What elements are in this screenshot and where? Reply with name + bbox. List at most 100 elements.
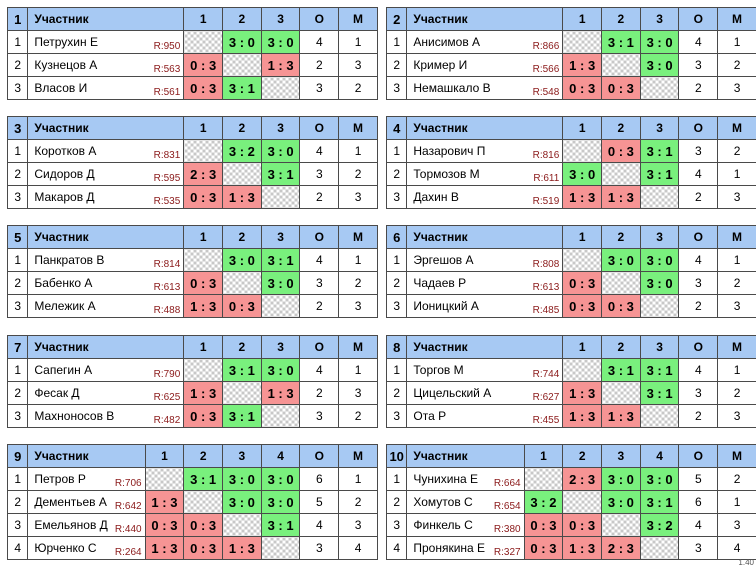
player-name[interactable]: Анисимов А — [413, 35, 481, 49]
player-cell[interactable]: Эргешов А R:808 — [406, 248, 564, 272]
match-score[interactable]: 0 : 3 — [562, 271, 603, 295]
match-score[interactable]: 2 : 3 — [601, 536, 641, 560]
match-score[interactable]: 3 : 1 — [601, 30, 641, 54]
match-score[interactable]: 1 : 3 — [562, 381, 603, 405]
player-name[interactable]: Назарович П — [413, 144, 486, 158]
match-score[interactable]: 3 : 1 — [260, 162, 301, 186]
match-score[interactable]: 1 : 3 — [562, 185, 603, 209]
match-score[interactable]: 3 : 0 — [222, 467, 262, 491]
match-score[interactable]: 1 : 3 — [144, 536, 185, 560]
player-cell[interactable]: Юрченко С R:264 — [27, 536, 146, 560]
player-cell[interactable]: Цицельский А R:627 — [406, 381, 564, 405]
player-name[interactable]: Петрухин Е — [34, 35, 98, 49]
match-score[interactable]: 1 : 3 — [601, 185, 641, 209]
match-score[interactable]: 3 : 0 — [639, 30, 680, 54]
player-cell[interactable]: Тормозов М R:611 — [406, 162, 564, 186]
match-score[interactable]: 0 : 3 — [183, 185, 224, 209]
player-cell[interactable]: Кример И R:566 — [406, 53, 564, 77]
player-cell[interactable]: Немашкало В R:548 — [406, 76, 564, 100]
match-score[interactable]: 3 : 1 — [222, 358, 262, 382]
player-name[interactable]: Коротков А — [34, 144, 97, 158]
player-cell[interactable]: Пронякина Е R:327 — [406, 536, 525, 560]
player-name[interactable]: Махноносов В — [34, 409, 115, 423]
match-score[interactable]: 1 : 3 — [183, 294, 224, 318]
player-name[interactable]: Сидоров Д — [34, 167, 95, 181]
player-cell[interactable]: Сапегин А R:790 — [27, 358, 185, 382]
player-cell[interactable]: Коротков А R:831 — [27, 139, 185, 163]
match-score[interactable]: 0 : 3 — [183, 513, 224, 537]
match-score[interactable]: 3 : 0 — [260, 271, 301, 295]
player-name[interactable]: Петров Р — [34, 472, 86, 486]
match-score[interactable]: 3 : 1 — [601, 358, 641, 382]
player-name[interactable]: Финкель С — [413, 518, 473, 532]
match-score[interactable]: 3 : 1 — [639, 381, 680, 405]
player-cell[interactable]: Дементьев А R:642 — [27, 490, 146, 514]
match-score[interactable]: 1 : 3 — [562, 53, 603, 77]
match-score[interactable]: 3 : 0 — [601, 467, 641, 491]
match-score[interactable]: 1 : 3 — [601, 404, 641, 428]
player-name[interactable]: Ионицкий А — [413, 299, 479, 313]
match-score[interactable]: 1 : 3 — [144, 490, 185, 514]
match-score[interactable]: 3 : 1 — [639, 162, 680, 186]
player-cell[interactable]: Чадаев Р R:613 — [406, 271, 564, 295]
match-score[interactable]: 3 : 0 — [639, 467, 680, 491]
player-name[interactable]: Дементьев А — [34, 495, 107, 509]
match-score[interactable]: 0 : 3 — [523, 536, 564, 560]
player-name[interactable]: Пронякина Е — [413, 541, 486, 555]
player-name[interactable]: Бабенко А — [34, 276, 93, 290]
player-name[interactable]: Чунихина Е — [413, 472, 479, 486]
match-score[interactable]: 3 : 0 — [260, 358, 301, 382]
match-score[interactable]: 1 : 3 — [260, 381, 301, 405]
player-cell[interactable]: Власов И R:561 — [27, 76, 185, 100]
player-name[interactable]: Юрченко С — [34, 541, 97, 555]
player-name[interactable]: Фесак Д — [34, 386, 80, 400]
player-cell[interactable]: Петрухин Е R:950 — [27, 30, 185, 54]
match-score[interactable]: 3 : 0 — [222, 490, 262, 514]
match-score[interactable]: 3 : 1 — [260, 248, 301, 272]
player-name[interactable]: Панкратов В — [34, 253, 105, 267]
player-cell[interactable]: Фесак Д R:625 — [27, 381, 185, 405]
match-score[interactable]: 0 : 3 — [562, 513, 603, 537]
match-score[interactable]: 3 : 1 — [639, 139, 680, 163]
player-cell[interactable]: Дахин В R:519 — [406, 185, 564, 209]
match-score[interactable]: 3 : 0 — [260, 467, 301, 491]
player-cell[interactable]: Анисимов А R:866 — [406, 30, 564, 54]
match-score[interactable]: 0 : 3 — [601, 294, 641, 318]
player-name[interactable]: Мележик А — [34, 299, 96, 313]
match-score[interactable]: 3 : 1 — [222, 404, 262, 428]
player-cell[interactable]: Макаров Д R:535 — [27, 185, 185, 209]
player-name[interactable]: Тормозов М — [413, 167, 480, 181]
player-cell[interactable]: Панкратов В R:814 — [27, 248, 185, 272]
match-score[interactable]: 1 : 3 — [222, 185, 262, 209]
match-score[interactable]: 0 : 3 — [562, 76, 603, 100]
match-score[interactable]: 3 : 1 — [183, 467, 224, 491]
match-score[interactable]: 0 : 3 — [183, 271, 224, 295]
match-score[interactable]: 0 : 3 — [222, 294, 262, 318]
match-score[interactable]: 3 : 0 — [639, 53, 680, 77]
player-name[interactable]: Кузнецов А — [34, 58, 98, 72]
match-score[interactable]: 0 : 3 — [183, 536, 224, 560]
player-name[interactable]: Хомутов С — [413, 495, 473, 509]
match-score[interactable]: 0 : 3 — [523, 513, 564, 537]
player-name[interactable]: Емельянов Д — [34, 518, 108, 532]
match-score[interactable]: 3 : 0 — [601, 248, 641, 272]
match-score[interactable]: 3 : 0 — [222, 248, 262, 272]
player-cell[interactable]: Мележик А R:488 — [27, 294, 185, 318]
match-score[interactable]: 0 : 3 — [601, 139, 641, 163]
player-name[interactable]: Власов И — [34, 81, 88, 95]
player-cell[interactable]: Петров Р R:706 — [27, 467, 146, 491]
match-score[interactable]: 1 : 3 — [562, 536, 603, 560]
player-name[interactable]: Макаров Д — [34, 190, 95, 204]
match-score[interactable]: 0 : 3 — [183, 404, 224, 428]
match-score[interactable]: 3 : 2 — [222, 139, 262, 163]
match-score[interactable]: 3 : 0 — [260, 30, 301, 54]
match-score[interactable]: 1 : 3 — [222, 536, 262, 560]
match-score[interactable]: 3 : 0 — [260, 490, 301, 514]
match-score[interactable]: 3 : 1 — [260, 513, 301, 537]
match-score[interactable]: 2 : 3 — [183, 162, 224, 186]
player-cell[interactable]: Чунихина Е R:664 — [406, 467, 525, 491]
player-name[interactable]: Дахин В — [413, 190, 459, 204]
player-cell[interactable]: Кузнецов А R:563 — [27, 53, 185, 77]
match-score[interactable]: 0 : 3 — [183, 76, 224, 100]
player-cell[interactable]: Хомутов С R:654 — [406, 490, 525, 514]
